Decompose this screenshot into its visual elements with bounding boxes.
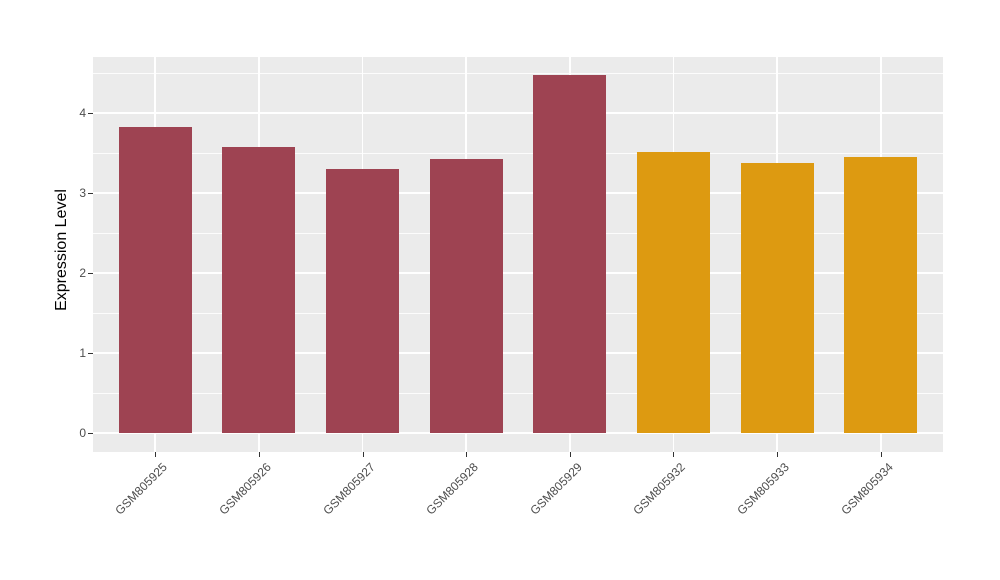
- x-tick-label: GSM805928: [423, 460, 482, 518]
- x-tick-mark: [569, 452, 571, 457]
- y-tick-label: 4: [79, 106, 86, 120]
- x-tick-label: GSM805934: [838, 460, 896, 518]
- x-tick-label: GSM805925: [112, 460, 171, 518]
- major-gridline: [93, 112, 943, 114]
- bar-GSM805929: [533, 74, 607, 433]
- x-tick-mark: [880, 452, 882, 457]
- x-tick-mark: [258, 452, 260, 457]
- bar-GSM805925: [118, 126, 192, 433]
- y-tick-label: 0: [79, 426, 86, 440]
- major-gridline: [93, 272, 943, 274]
- x-tick-label: GSM805927: [319, 460, 378, 518]
- minor-gridline: [93, 312, 943, 314]
- minor-gridline: [93, 152, 943, 154]
- x-tick-mark: [673, 452, 675, 457]
- bar-GSM805927: [326, 169, 399, 433]
- x-tick-mark: [777, 452, 779, 457]
- bar-GSM805928: [429, 158, 503, 433]
- y-tick-mark: [88, 353, 93, 354]
- x-tick-label: GSM805926: [216, 460, 274, 518]
- bar-GSM805933: [740, 162, 814, 433]
- y-tick-label: 1: [79, 346, 86, 360]
- major-gridline: [93, 352, 943, 354]
- y-tick-mark: [88, 193, 93, 194]
- y-tick-mark: [88, 433, 93, 434]
- major-gridline: [93, 192, 943, 194]
- x-tick-mark: [466, 452, 468, 457]
- bar-GSM805934: [844, 157, 918, 433]
- x-tick-label: GSM805933: [734, 460, 793, 518]
- y-tick-label: 3: [79, 186, 86, 200]
- y-tick-mark: [88, 113, 93, 114]
- bar-GSM805926: [222, 146, 296, 433]
- minor-gridline: [93, 72, 943, 74]
- plot-panel: [93, 57, 943, 452]
- bar-GSM805932: [636, 152, 710, 433]
- y-tick-label: 2: [79, 266, 86, 280]
- minor-gridline: [93, 392, 943, 394]
- x-tick-label: GSM805932: [630, 460, 689, 518]
- y-tick-mark: [88, 273, 93, 274]
- x-tick-mark: [155, 452, 157, 457]
- x-tick-label: GSM805929: [527, 460, 585, 518]
- x-tick-mark: [362, 452, 364, 457]
- y-axis-title: Expression Level: [53, 189, 70, 311]
- major-gridline: [93, 432, 943, 434]
- minor-gridline: [93, 232, 943, 234]
